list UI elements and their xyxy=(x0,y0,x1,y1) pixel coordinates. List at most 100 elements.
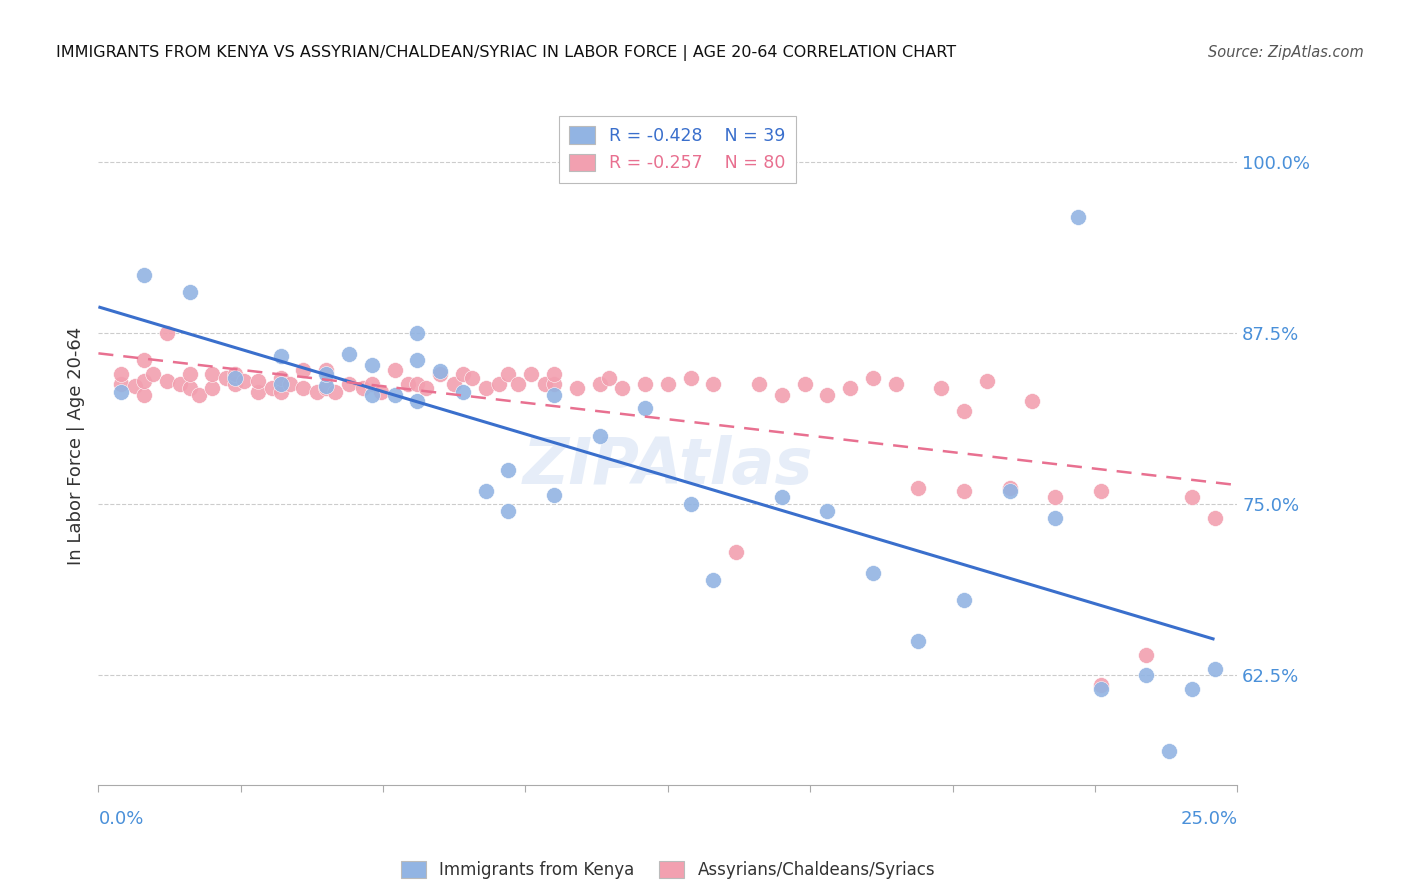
Point xyxy=(315,363,337,377)
Point xyxy=(588,428,610,442)
Point xyxy=(337,376,360,391)
Point xyxy=(352,381,374,395)
Point xyxy=(598,371,620,385)
Point xyxy=(748,376,770,391)
Point xyxy=(634,376,657,391)
Point xyxy=(156,326,179,340)
Point xyxy=(270,384,292,399)
Point xyxy=(815,387,838,401)
Point xyxy=(543,367,565,381)
Point xyxy=(488,376,510,391)
Text: Source: ZipAtlas.com: Source: ZipAtlas.com xyxy=(1208,45,1364,60)
Point xyxy=(929,381,952,395)
Point xyxy=(315,381,337,395)
Point xyxy=(443,376,465,391)
Text: 0.0%: 0.0% xyxy=(98,810,143,828)
Point xyxy=(179,381,201,395)
Point xyxy=(233,374,256,388)
Point xyxy=(315,367,337,381)
Point xyxy=(124,379,146,393)
Point xyxy=(565,381,588,395)
Point xyxy=(337,346,360,360)
Point xyxy=(179,285,201,299)
Point xyxy=(998,483,1021,498)
Point xyxy=(270,349,292,363)
Point xyxy=(1090,483,1112,498)
Point xyxy=(260,381,283,395)
Point xyxy=(702,376,724,391)
Point xyxy=(110,376,132,391)
Point xyxy=(702,573,724,587)
Point xyxy=(543,488,565,502)
Point xyxy=(110,384,132,399)
Point xyxy=(1043,511,1066,525)
Point xyxy=(1021,394,1043,409)
Point xyxy=(215,371,238,385)
Point xyxy=(142,367,165,381)
Point xyxy=(429,364,451,378)
Point xyxy=(1043,491,1066,505)
Point xyxy=(770,491,793,505)
Point xyxy=(1090,682,1112,697)
Point xyxy=(679,371,702,385)
Point xyxy=(953,483,976,498)
Point xyxy=(1204,511,1226,525)
Point xyxy=(179,367,201,381)
Y-axis label: In Labor Force | Age 20-64: In Labor Force | Age 20-64 xyxy=(66,326,84,566)
Point xyxy=(246,374,269,388)
Point xyxy=(406,376,429,391)
Point xyxy=(132,387,155,401)
Point xyxy=(429,367,451,381)
Point xyxy=(543,387,565,401)
Point xyxy=(246,384,269,399)
Point xyxy=(588,376,610,391)
Point xyxy=(679,497,702,511)
Point xyxy=(370,384,392,399)
Point xyxy=(415,381,437,395)
Point xyxy=(862,371,884,385)
Point xyxy=(451,384,474,399)
Point xyxy=(770,387,793,401)
Point xyxy=(360,387,382,401)
Point xyxy=(474,483,496,498)
Point xyxy=(270,371,292,385)
Point xyxy=(323,384,346,399)
Point xyxy=(1067,210,1090,224)
Point xyxy=(657,376,679,391)
Point xyxy=(498,504,520,518)
Legend: Immigrants from Kenya, Assyrians/Chaldeans/Syriacs: Immigrants from Kenya, Assyrians/Chaldea… xyxy=(394,855,942,886)
Point xyxy=(862,566,884,580)
Point xyxy=(360,376,382,391)
Point xyxy=(506,376,529,391)
Point xyxy=(406,394,429,409)
Point xyxy=(1157,744,1180,758)
Point xyxy=(534,376,557,391)
Point xyxy=(132,353,155,368)
Point xyxy=(187,387,209,401)
Point xyxy=(360,358,382,372)
Point xyxy=(634,401,657,416)
Point xyxy=(1135,668,1157,682)
Point xyxy=(169,376,191,391)
Point xyxy=(384,363,406,377)
Point xyxy=(839,381,862,395)
Point xyxy=(396,376,419,391)
Point xyxy=(201,381,224,395)
Point xyxy=(474,381,496,395)
Point xyxy=(461,371,484,385)
Point xyxy=(451,367,474,381)
Point xyxy=(612,381,634,395)
Point xyxy=(998,481,1021,495)
Point xyxy=(384,387,406,401)
Point xyxy=(110,367,132,381)
Point xyxy=(315,379,337,393)
Point xyxy=(907,481,929,495)
Point xyxy=(156,374,179,388)
Point xyxy=(224,367,246,381)
Point xyxy=(224,376,246,391)
Point xyxy=(406,353,429,368)
Point xyxy=(953,404,976,418)
Point xyxy=(907,634,929,648)
Point xyxy=(498,463,520,477)
Text: 25.0%: 25.0% xyxy=(1180,810,1237,828)
